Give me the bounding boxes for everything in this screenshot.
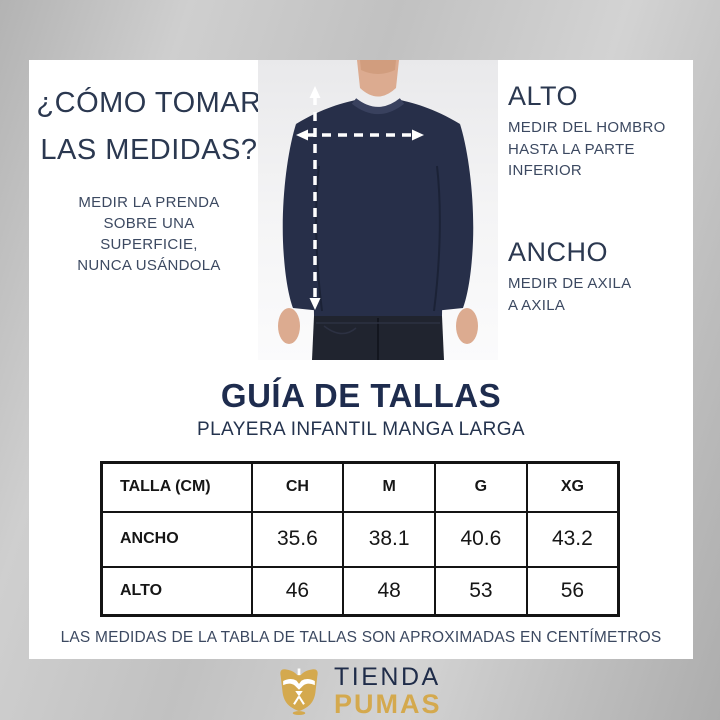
ancho-description: MEDIR DE AXILA A AXILA xyxy=(508,273,668,316)
how-to-measure-title: ¿CÓMO TOMAR LAS MEDIDAS? xyxy=(34,80,264,174)
brand-logo: TIENDA PUMAS xyxy=(274,665,442,720)
size-guide-subtitle: PLAYERA INFANTIL MANGA LARGA xyxy=(197,419,525,440)
alto-desc-line: INFERIOR xyxy=(508,162,583,179)
ancho-g: 40.6 xyxy=(434,510,528,568)
ancho-title: ANCHO xyxy=(508,237,609,267)
size-guide-title: GUÍA DE TALLAS xyxy=(220,377,502,414)
ancho-desc-line: A AXILA xyxy=(508,296,566,314)
alto-title: ALTO xyxy=(508,81,579,111)
alto-xg: 56 xyxy=(525,565,620,617)
collar xyxy=(351,98,405,114)
alto-description: MEDIR DEL HOMBRO HASTA LA PARTE INFERIOR xyxy=(508,117,668,182)
shirt-body xyxy=(296,100,460,316)
right-hand xyxy=(456,308,478,344)
note-line: SUPERFICIE, xyxy=(100,236,198,253)
header-talla: TALLA (CM) xyxy=(100,461,253,513)
left-hand xyxy=(278,308,300,344)
shirt-diagram xyxy=(258,60,498,360)
header-ch: CH xyxy=(250,461,345,513)
shirt-measurement-photo xyxy=(258,60,498,360)
size-table-header-row: TALLA (CM) CH M G XG xyxy=(100,461,620,513)
alto-info-block: ALTO MEDIR DEL HOMBRO HASTA LA PARTE INF… xyxy=(508,80,668,182)
ancho-desc-line: MEDIR DE AXILA xyxy=(508,275,632,292)
how-to-measure-note: MEDIR LA PRENDA SOBRE UNA SUPERFICIE, NU… xyxy=(49,192,249,276)
note-line: SOBRE UNA xyxy=(103,215,195,232)
how-to-title-line2: LAS MEDIDAS? xyxy=(40,134,258,166)
alto-desc-line: MEDIR DEL HOMBRO xyxy=(508,119,666,136)
brand-name-top: TIENDA xyxy=(334,663,441,691)
note-line: NUNCA USÁNDOLA xyxy=(77,257,221,274)
header-g: G xyxy=(434,461,528,513)
shirt-left-sleeve xyxy=(282,124,322,311)
size-table-footnote: LAS MEDIDAS DE LA TABLA DE TALLAS SON AP… xyxy=(60,629,662,646)
alto-ch: 46 xyxy=(250,565,345,617)
alto-g: 53 xyxy=(434,565,528,617)
row-label-ancho: ANCHO xyxy=(100,510,253,568)
brand-wordmark: TIENDA PUMAS xyxy=(334,665,442,718)
header-m: M xyxy=(342,461,436,513)
brand-name-bottom: PUMAS xyxy=(334,689,442,719)
ancho-ch: 35.6 xyxy=(250,510,345,568)
ancho-measurement-arrow xyxy=(296,129,424,141)
alto-desc-line: HASTA LA PARTE xyxy=(508,140,635,158)
chin-shadow xyxy=(360,60,396,74)
left-seam xyxy=(315,165,323,312)
header-xg: XG xyxy=(525,461,620,513)
jeans-pocket xyxy=(323,325,357,335)
alto-m: 48 xyxy=(342,565,436,617)
note-line: MEDIR LA PRENDA xyxy=(78,194,220,211)
ancho-info-block: ANCHO MEDIR DE AXILA A AXILA xyxy=(508,236,668,316)
ancho-m: 38.1 xyxy=(342,510,436,568)
ancho-xg: 43.2 xyxy=(525,510,620,568)
table-row-alto: ALTO 46 48 53 56 xyxy=(100,565,620,617)
how-to-title-line1: ¿CÓMO TOMAR xyxy=(36,87,262,119)
table-row-ancho: ANCHO 35.6 38.1 40.6 43.2 xyxy=(100,510,620,568)
size-table: TALLA (CM) CH M G XG ANCHO 35.6 38.1 40.… xyxy=(100,461,620,617)
pumas-shield-icon xyxy=(280,668,318,715)
row-label-alto: ALTO xyxy=(100,565,253,617)
shirt-right-sleeve xyxy=(434,124,474,311)
alto-measurement-arrow xyxy=(309,86,321,310)
right-seam xyxy=(433,165,441,312)
